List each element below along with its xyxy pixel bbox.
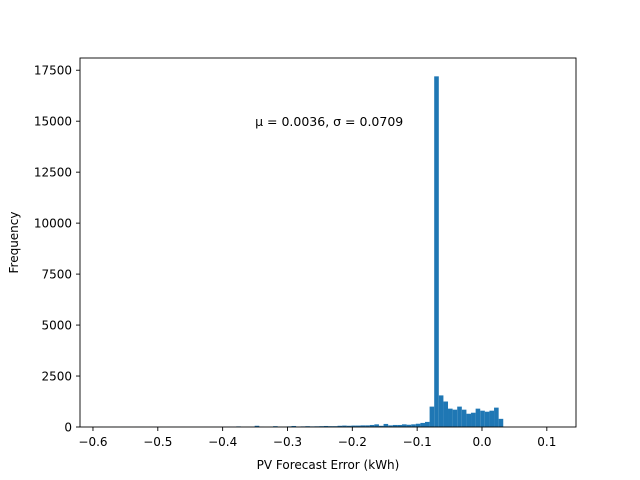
histogram-bar bbox=[351, 425, 356, 427]
x-tick-label: −0.3 bbox=[273, 435, 302, 449]
histogram-bar bbox=[401, 424, 407, 427]
histogram-bar bbox=[369, 424, 375, 427]
stats-annotation: μ = 0.0036, σ = 0.0709 bbox=[255, 114, 403, 129]
histogram-bar bbox=[429, 406, 435, 427]
histogram-bar bbox=[355, 425, 361, 427]
histogram-bar bbox=[438, 395, 444, 427]
histogram-bar bbox=[452, 409, 458, 427]
plot-frame bbox=[79, 57, 577, 428]
y-axis-label: Frequency bbox=[7, 212, 21, 274]
histogram-bar bbox=[342, 425, 347, 427]
histogram-bar bbox=[448, 408, 453, 427]
histogram-bar bbox=[415, 423, 421, 427]
histogram-bar bbox=[466, 413, 472, 427]
histogram-bar bbox=[337, 425, 343, 427]
x-tick-label: −0.4 bbox=[208, 435, 237, 449]
x-tick-label: 0.0 bbox=[472, 435, 491, 449]
histogram-bar bbox=[254, 425, 260, 427]
x-axis-label: PV Forecast Error (kWh) bbox=[257, 458, 400, 472]
histogram-bar bbox=[397, 424, 402, 427]
histogram-bar bbox=[425, 421, 430, 427]
y-tick-label: 17500 bbox=[34, 64, 72, 78]
y-tick-label: 7500 bbox=[41, 268, 72, 282]
histogram-bar bbox=[443, 401, 449, 427]
histogram-bar bbox=[374, 424, 379, 427]
histogram-bar bbox=[346, 425, 352, 427]
x-tick-label: −0.5 bbox=[143, 435, 172, 449]
histogram-bar bbox=[411, 424, 416, 427]
histogram-bar bbox=[383, 423, 389, 427]
histogram-bar bbox=[498, 418, 504, 427]
histogram-bar bbox=[420, 422, 425, 427]
histogram-bar bbox=[291, 425, 297, 427]
histogram-bar bbox=[475, 408, 481, 427]
histogram-bar bbox=[434, 76, 439, 427]
x-tick-label: −0.2 bbox=[338, 435, 367, 449]
y-tick-label: 2500 bbox=[41, 370, 72, 384]
histogram-bar bbox=[461, 409, 467, 427]
histogram-bar bbox=[489, 410, 495, 427]
y-tick-label: 12500 bbox=[34, 166, 72, 180]
histogram-bar bbox=[360, 425, 366, 427]
histogram-bar bbox=[388, 425, 393, 427]
y-tick-label: 5000 bbox=[41, 319, 72, 333]
y-tick-label: 10000 bbox=[34, 217, 72, 231]
histogram-bar bbox=[457, 406, 462, 427]
y-tick-label: 0 bbox=[64, 421, 72, 435]
histogram-bar bbox=[392, 424, 398, 427]
x-tick-label: 0.1 bbox=[537, 435, 556, 449]
y-axis-ticks: 0 2500 5000 7500 10000 12500 15000 17500 bbox=[34, 64, 80, 435]
y-tick-label: 15000 bbox=[34, 115, 72, 129]
histogram-bar bbox=[480, 410, 485, 427]
histogram-bar bbox=[323, 425, 329, 427]
histogram-bar bbox=[471, 412, 476, 427]
histogram-bar bbox=[365, 425, 370, 427]
histogram-bar bbox=[378, 425, 384, 427]
histogram-bar bbox=[494, 407, 499, 427]
histogram-bar bbox=[484, 411, 490, 427]
x-tick-label: −0.1 bbox=[403, 435, 432, 449]
x-tick-label: −0.6 bbox=[78, 435, 107, 449]
x-axis-ticks: −0.6 −0.5 −0.4 −0.3 −0.2 −0.1 0.0 0.1 bbox=[78, 427, 556, 449]
histogram-bar bbox=[406, 424, 412, 427]
